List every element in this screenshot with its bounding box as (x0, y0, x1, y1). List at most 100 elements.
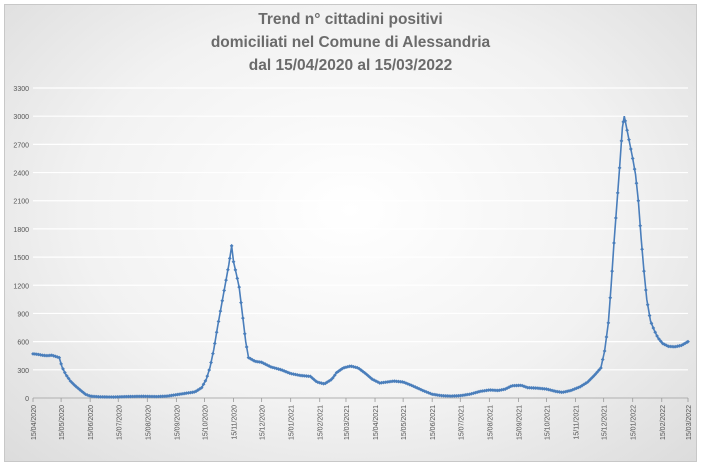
y-tick-label: 900 (17, 311, 29, 318)
data-point (330, 375, 335, 380)
data-point (432, 392, 436, 397)
data-point (141, 394, 146, 399)
data-point (62, 370, 67, 375)
data-point (227, 256, 232, 261)
data-point (57, 355, 62, 360)
x-tick-label: 15/04/2020 (31, 405, 38, 440)
data-point (653, 330, 658, 335)
data-point (467, 392, 472, 397)
data-point (226, 267, 230, 272)
data-point (636, 198, 641, 203)
data-point (186, 390, 191, 395)
data-point (492, 388, 496, 393)
data-point (179, 392, 183, 396)
data-point (643, 288, 648, 292)
chart-title-line-3: dal 15/04/2020 al 15/03/2022 (248, 57, 453, 74)
data-point (640, 247, 644, 252)
data-point (147, 394, 152, 399)
data-point (415, 386, 420, 390)
data-point (634, 181, 639, 186)
x-tick-label: 15/10/2020 (202, 405, 209, 440)
data-point (417, 386, 421, 391)
data-point (235, 276, 240, 281)
data-point (117, 394, 122, 399)
data-point (261, 361, 266, 366)
data-point (220, 298, 225, 303)
data-point (61, 366, 65, 371)
y-tick-label: 300 (17, 368, 29, 375)
data-point (490, 388, 495, 393)
y-tick-label: 2100 (13, 199, 29, 206)
data-point (627, 137, 631, 142)
y-tick-label: 0 (25, 396, 29, 403)
data-point (252, 358, 257, 363)
data-point (595, 370, 600, 375)
data-point (270, 365, 275, 370)
data-point (214, 330, 219, 335)
data-point (520, 383, 525, 388)
x-tick-label: 15/07/2021 (458, 405, 465, 440)
data-point (613, 216, 618, 220)
data-point (336, 369, 341, 374)
data-point (240, 316, 245, 321)
data-point (593, 372, 598, 377)
data-point (194, 389, 198, 394)
data-point (233, 268, 238, 272)
data-point (212, 341, 217, 346)
x-tick-label: 15/09/2021 (516, 405, 523, 440)
data-point (651, 326, 656, 330)
data-point (529, 385, 534, 390)
data-point (649, 321, 654, 326)
data-point (94, 394, 99, 399)
data-point (160, 394, 165, 399)
data-point (449, 394, 453, 399)
data-point (40, 353, 45, 358)
data-point (158, 394, 163, 399)
data-point (244, 345, 249, 349)
y-tick-label: 1500 (13, 255, 29, 262)
x-tick-label: 15/02/2021 (318, 405, 325, 440)
data-point (85, 393, 90, 397)
data-point (612, 241, 616, 245)
x-tick-label: 15/06/2020 (88, 405, 95, 440)
data-point (224, 278, 228, 283)
x-tick-label: 15/02/2022 (660, 405, 667, 440)
data-point (137, 394, 142, 399)
data-point (199, 385, 204, 390)
data-point (229, 243, 234, 248)
data-point (34, 352, 39, 357)
chart-title-line-1: Trend n° cittadini positivi (258, 11, 443, 28)
data-point (167, 393, 172, 398)
data-point (486, 388, 491, 393)
data-point (597, 368, 601, 372)
data-point (216, 319, 221, 324)
data-point (628, 147, 633, 151)
data-point (610, 269, 614, 274)
data-point (602, 349, 607, 353)
data-point (657, 337, 661, 341)
data-point (686, 339, 690, 344)
data-point (192, 390, 197, 394)
y-tick-label: 600 (17, 340, 29, 347)
data-point (437, 393, 442, 398)
data-point (201, 382, 206, 387)
data-point (523, 385, 528, 389)
data-point (366, 374, 371, 378)
y-tick-label: 2400 (13, 171, 29, 178)
data-point (267, 364, 272, 368)
data-point (209, 360, 213, 365)
y-tick-label: 2700 (13, 142, 29, 149)
data-point (136, 394, 140, 399)
data-point (89, 394, 93, 399)
data-point (533, 386, 538, 390)
data-point (598, 366, 603, 370)
x-tick-label: 15/03/2022 (686, 405, 693, 440)
data-point (211, 351, 215, 356)
y-tick-label: 1800 (13, 227, 29, 234)
x-tick-label: 15/07/2020 (116, 405, 123, 440)
x-tick-label: 15/12/2021 (602, 405, 609, 440)
chart-title-line-2: domiciliati nel Comune di Alessandria (210, 34, 491, 51)
x-tick-label: 15/05/2020 (59, 405, 66, 440)
data-point (623, 118, 628, 123)
data-point (83, 392, 88, 397)
